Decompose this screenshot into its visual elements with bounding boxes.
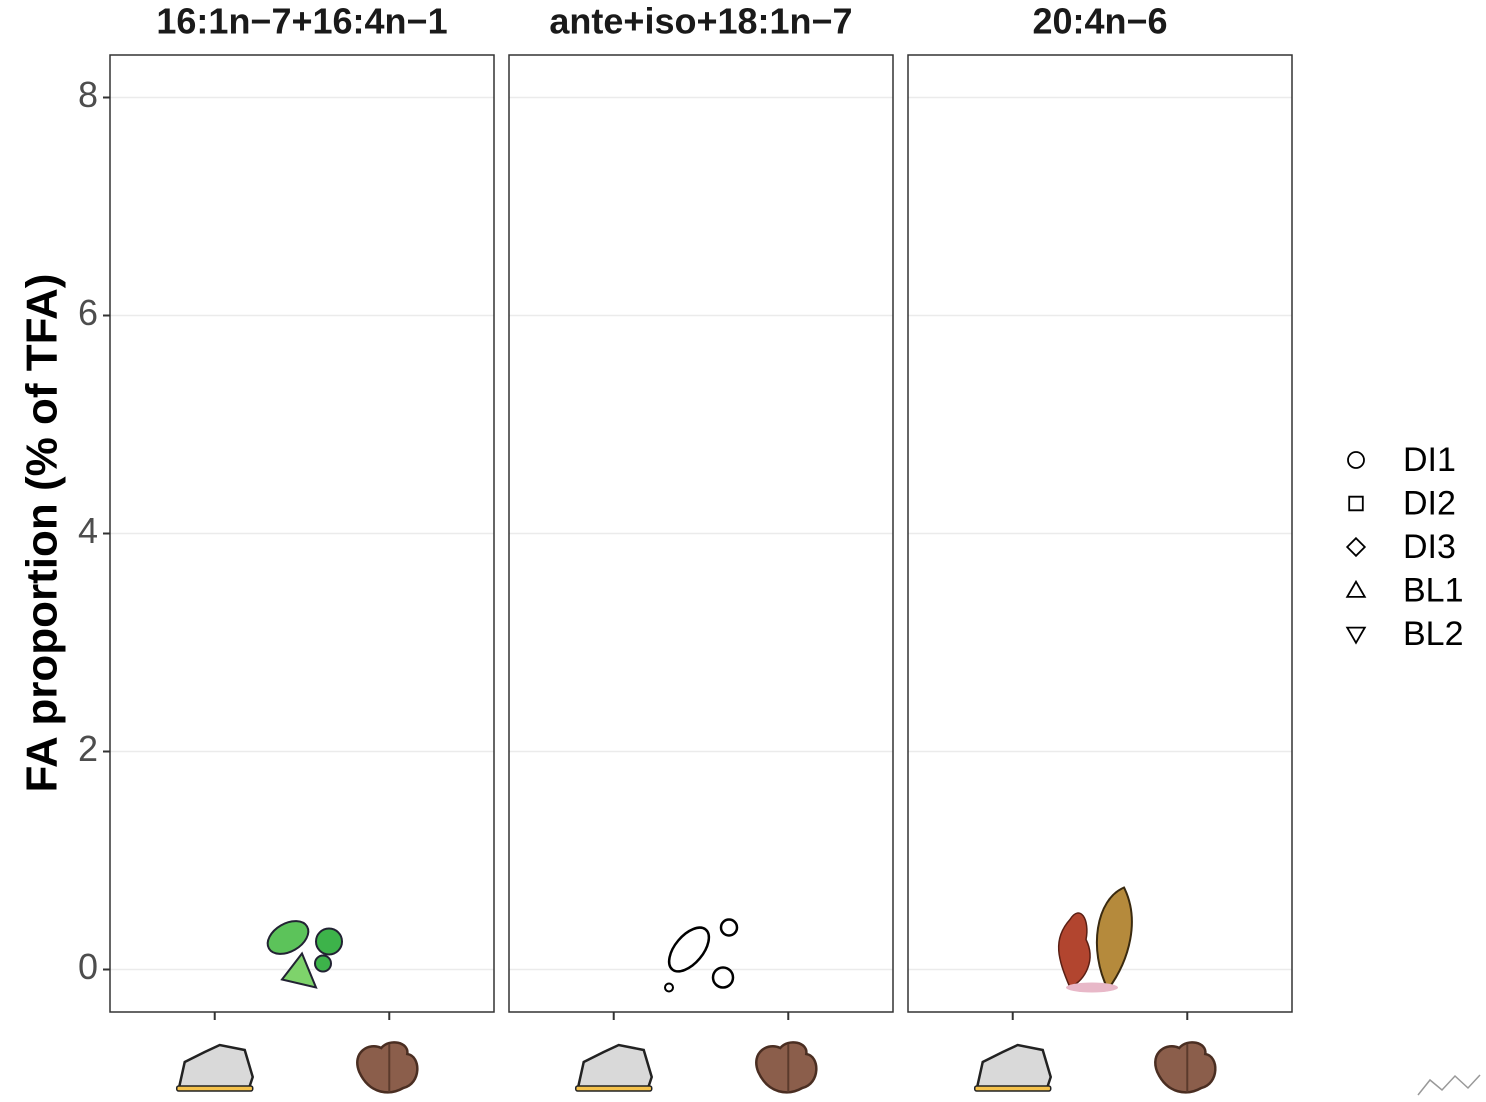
cell — [280, 951, 318, 989]
sediment-shape — [1154, 1041, 1217, 1094]
panel-title: ante+iso+18:1n−7 — [549, 1, 852, 42]
organism-icon — [664, 918, 739, 993]
rock-base — [574, 1085, 653, 1092]
y-tick-label: 4 — [78, 510, 98, 551]
rock-shape — [576, 1043, 654, 1091]
panel-title: 16:1n−7+16:4n−1 — [156, 1, 447, 42]
cell — [314, 954, 332, 973]
organism-icon — [266, 920, 343, 989]
spore — [664, 982, 674, 993]
organism-icon — [1057, 886, 1133, 993]
rock-base — [175, 1085, 254, 1092]
y-tick-label: 8 — [78, 74, 98, 115]
rock-icon — [175, 1043, 255, 1092]
legend-label: DI1 — [1403, 441, 1456, 479]
spore — [719, 918, 739, 937]
rock-shape — [177, 1043, 255, 1091]
legend-label: BL1 — [1403, 571, 1464, 609]
cell — [315, 927, 343, 956]
diatom — [266, 920, 310, 955]
panel-title: 20:4n−6 — [1032, 1, 1167, 42]
y-tick-label: 0 — [78, 946, 98, 987]
panel-border — [907, 54, 1293, 1013]
corner-icon — [1417, 1074, 1481, 1096]
legend-label: BL2 — [1403, 615, 1464, 653]
bacterium — [667, 926, 711, 973]
legend-key — [1345, 626, 1367, 645]
sediment-shape — [356, 1041, 419, 1094]
sediment-icon — [356, 1041, 419, 1094]
panel-border — [508, 54, 894, 1013]
sediment-shape — [755, 1041, 818, 1094]
legend-key — [1345, 536, 1367, 558]
rock-shape — [975, 1043, 1053, 1091]
legend-key — [1348, 495, 1364, 512]
sediment-icon — [755, 1041, 818, 1094]
rock-icon — [973, 1043, 1053, 1092]
legend-label: DI3 — [1403, 528, 1456, 566]
sediment-icon — [1154, 1041, 1217, 1094]
y-tick-label: 2 — [78, 728, 98, 769]
rock-icon — [574, 1043, 654, 1092]
spore — [711, 966, 735, 989]
y-axis-title: FA proportion (% of TFA) — [18, 274, 67, 793]
rock-base — [1066, 982, 1118, 993]
legend-label: DI2 — [1403, 484, 1456, 522]
red-alga — [1057, 912, 1091, 989]
legend-key — [1347, 451, 1365, 469]
y-tick-label: 6 — [78, 292, 98, 333]
rock-base — [973, 1085, 1052, 1092]
panel-border — [109, 54, 495, 1013]
legend-key — [1345, 579, 1367, 598]
kelp — [1096, 886, 1133, 992]
